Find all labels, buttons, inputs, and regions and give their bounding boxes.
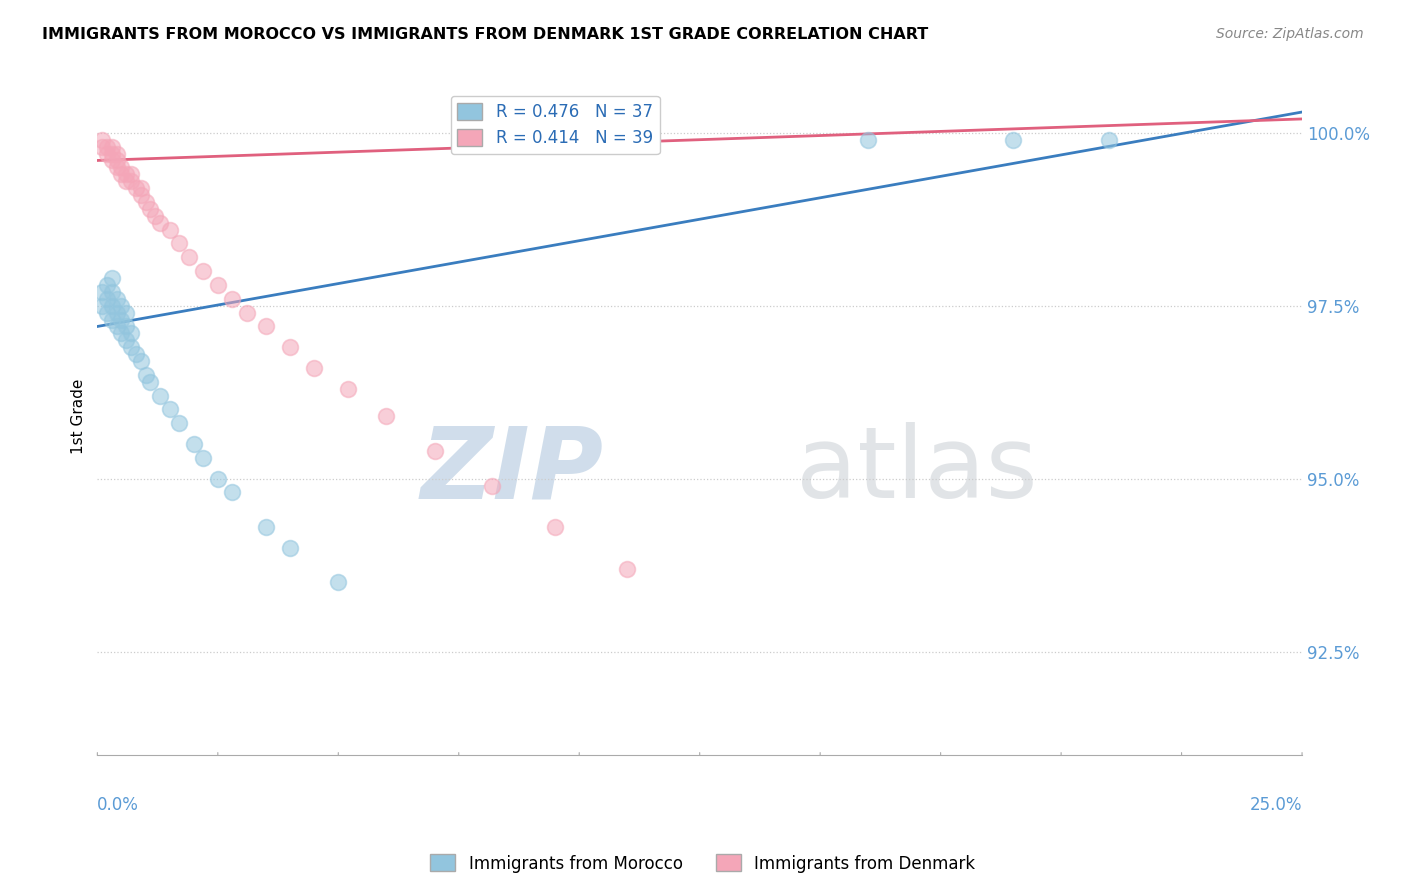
Point [115, 167, 138, 181]
Point [336, 382, 359, 396]
Point [110, 161, 132, 175]
Point [96, 146, 118, 161]
Point [221, 292, 243, 306]
Point [101, 153, 124, 168]
Point [101, 139, 124, 153]
Point [91, 139, 114, 153]
Text: Source: ZipAtlas.com: Source: ZipAtlas.com [1216, 27, 1364, 41]
Point [129, 181, 152, 195]
Point [1098, 133, 1121, 147]
Legend: R = 0.476   N = 37, R = 0.414   N = 39: R = 0.476 N = 37, R = 0.414 N = 39 [451, 96, 659, 154]
Point [207, 277, 229, 292]
Point [105, 319, 128, 334]
Point [129, 354, 152, 368]
Point [120, 326, 142, 341]
Point [115, 334, 138, 348]
Point [96, 292, 118, 306]
Point [143, 209, 166, 223]
Point [302, 361, 325, 376]
Point [101, 146, 124, 161]
Point [183, 437, 205, 451]
Point [120, 174, 142, 188]
Point [616, 561, 638, 575]
Point [105, 292, 128, 306]
Point [101, 271, 124, 285]
Point [91, 133, 114, 147]
Point [110, 299, 132, 313]
Point [91, 299, 114, 313]
Point [177, 250, 200, 264]
Point [135, 368, 157, 382]
Point [139, 375, 162, 389]
Point [193, 264, 215, 278]
Point [1001, 133, 1024, 147]
Point [96, 305, 118, 319]
Point [149, 389, 172, 403]
Point [328, 575, 350, 590]
Text: 25.0%: 25.0% [1250, 796, 1302, 814]
Text: atlas: atlas [796, 422, 1038, 519]
Text: ZIP: ZIP [420, 422, 603, 519]
Point [544, 520, 567, 534]
Point [149, 216, 172, 230]
Point [101, 312, 124, 326]
Point [115, 319, 138, 334]
Point [125, 347, 148, 361]
Point [125, 181, 148, 195]
Point [375, 409, 398, 424]
Point [193, 450, 215, 465]
Point [105, 305, 128, 319]
Point [115, 305, 138, 319]
Point [254, 319, 277, 334]
Point [120, 340, 142, 354]
Point [159, 402, 181, 417]
Point [135, 194, 157, 209]
Point [110, 167, 132, 181]
Point [278, 541, 301, 555]
Point [169, 236, 191, 251]
Y-axis label: 1st Grade: 1st Grade [72, 379, 86, 454]
Point [159, 222, 181, 236]
Point [221, 485, 243, 500]
Point [423, 444, 446, 458]
Point [120, 167, 142, 181]
Point [91, 285, 114, 299]
Point [139, 202, 162, 216]
Point [105, 153, 128, 168]
Point [96, 277, 118, 292]
Point [235, 305, 257, 319]
Point [129, 188, 152, 202]
Point [207, 472, 229, 486]
Point [101, 299, 124, 313]
Point [105, 161, 128, 175]
Point [96, 139, 118, 153]
Point [278, 340, 301, 354]
Point [105, 146, 128, 161]
Text: 0.0%: 0.0% [97, 796, 139, 814]
Point [169, 417, 191, 431]
Legend: Immigrants from Morocco, Immigrants from Denmark: Immigrants from Morocco, Immigrants from… [423, 847, 983, 880]
Point [115, 174, 138, 188]
Text: IMMIGRANTS FROM MOROCCO VS IMMIGRANTS FROM DENMARK 1ST GRADE CORRELATION CHART: IMMIGRANTS FROM MOROCCO VS IMMIGRANTS FR… [42, 27, 928, 42]
Point [110, 326, 132, 341]
Point [481, 478, 503, 492]
Point [110, 312, 132, 326]
Point [858, 133, 880, 147]
Point [101, 285, 124, 299]
Point [254, 520, 277, 534]
